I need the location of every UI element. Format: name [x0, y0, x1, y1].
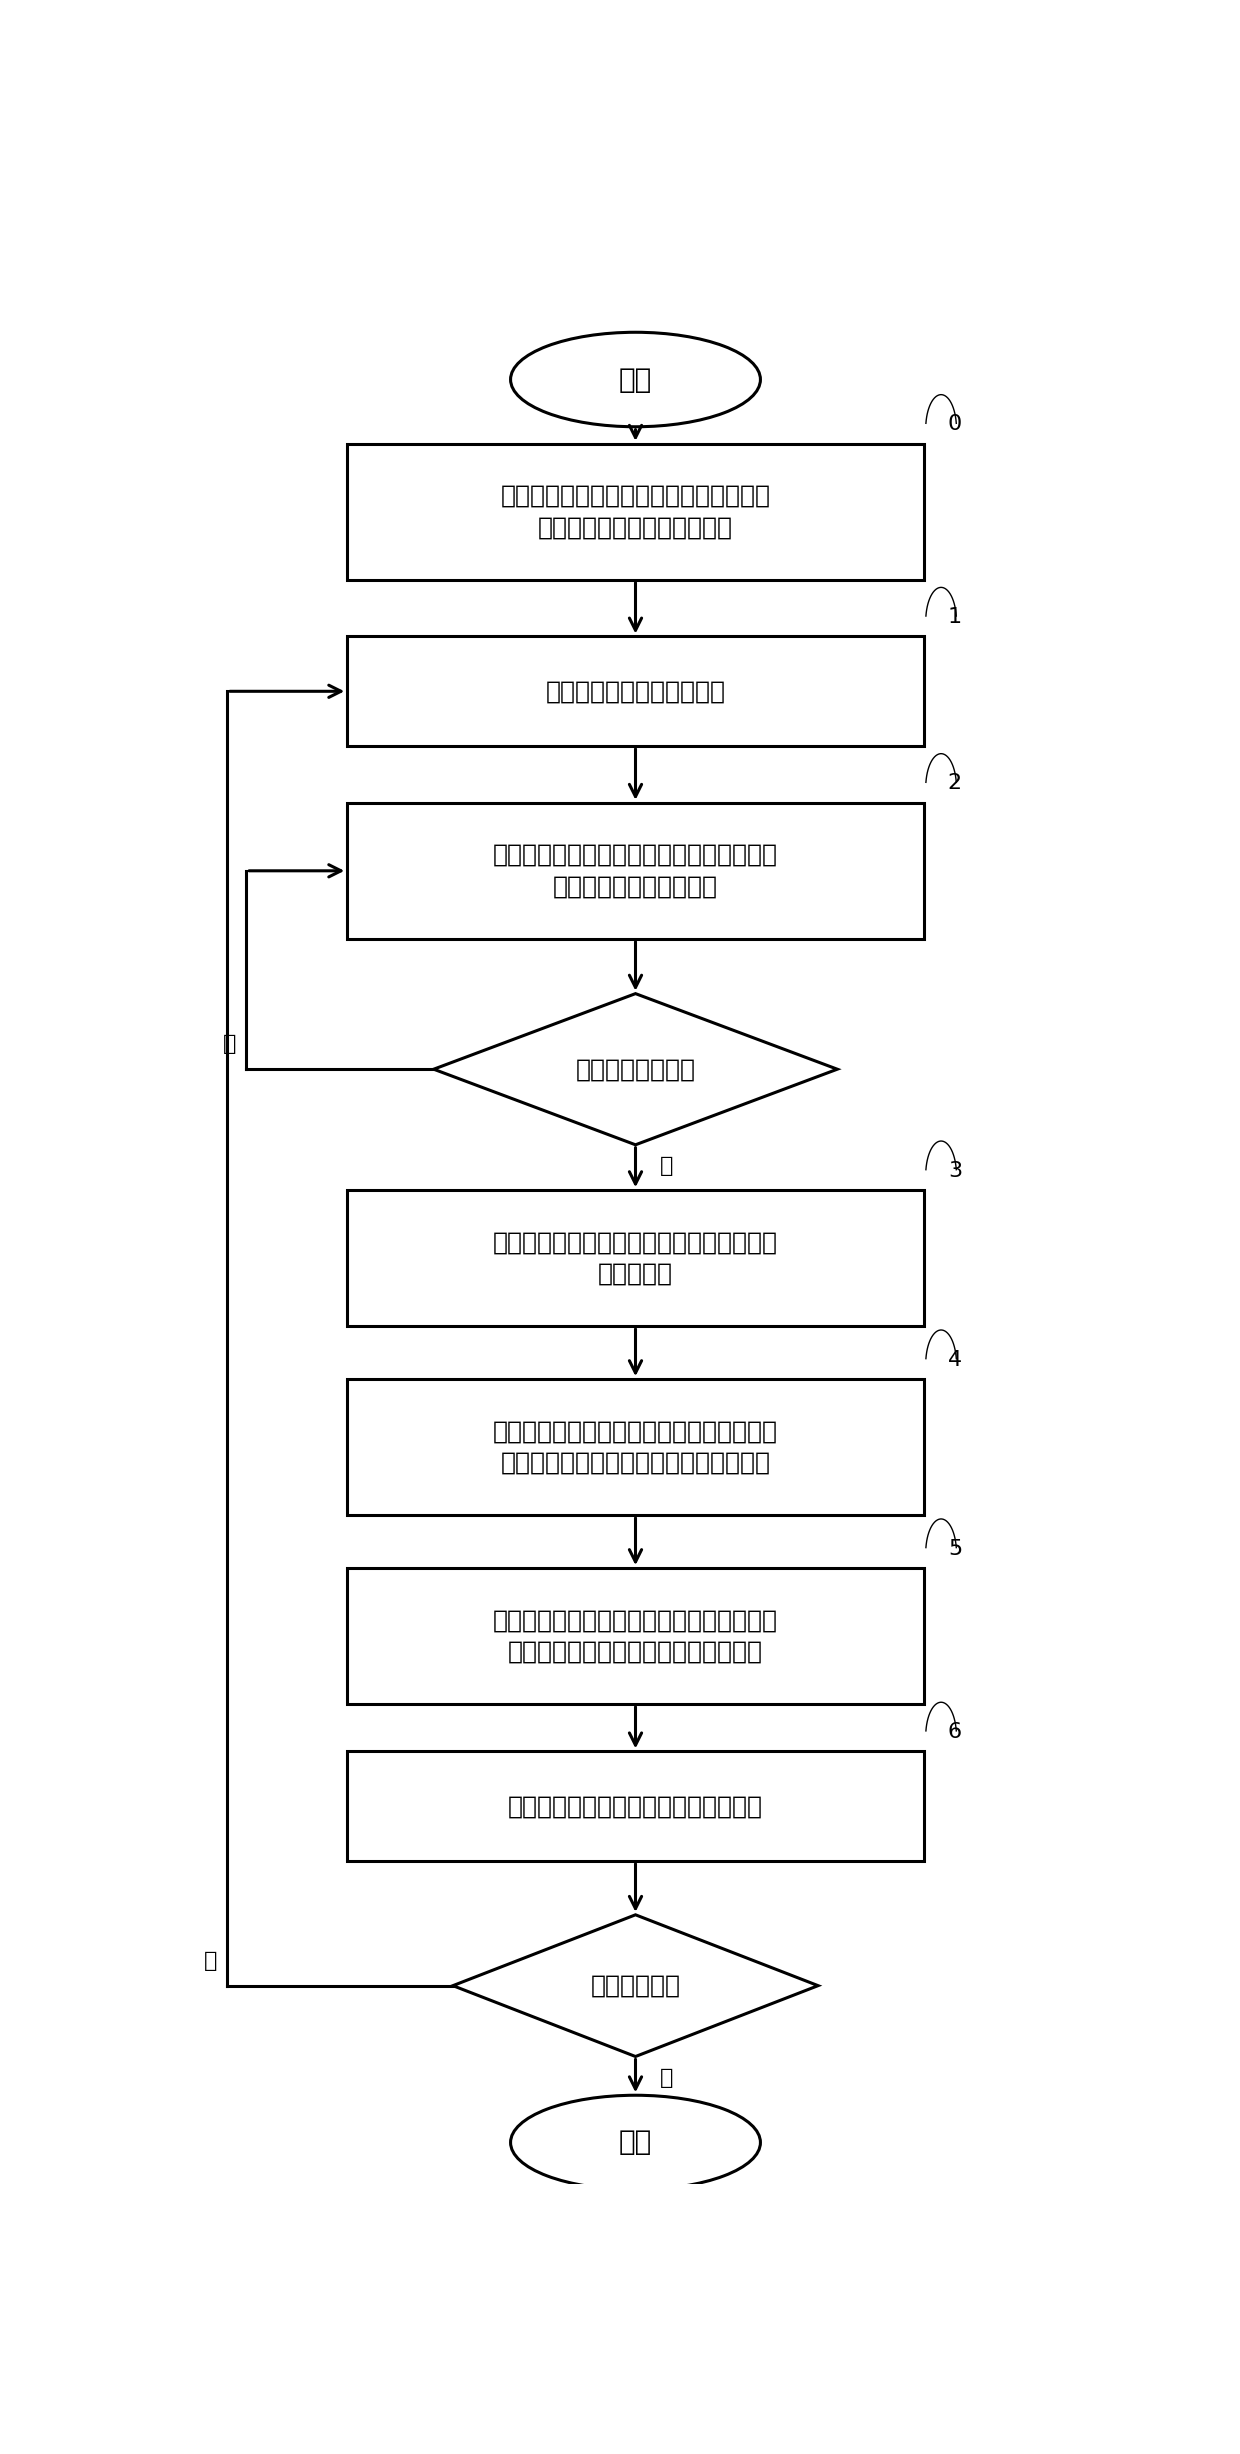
Text: 使用调整后的控制参数控制挖泥船疏浚: 使用调整后的控制参数控制挖泥船疏浚 [508, 1794, 763, 1818]
Text: 疏浚完成否？: 疏浚完成否？ [590, 1973, 681, 1998]
Text: 是: 是 [660, 1156, 673, 1175]
Text: 开始: 开始 [619, 366, 652, 393]
Text: 是: 是 [660, 2069, 673, 2088]
Polygon shape [434, 994, 837, 1146]
Bar [347, 802, 924, 940]
Text: 4: 4 [947, 1350, 962, 1369]
Bar [347, 636, 924, 746]
Text: 满足误差要求否？: 满足误差要求否？ [575, 1058, 696, 1082]
Text: 3: 3 [947, 1161, 962, 1180]
Bar [347, 1752, 924, 1860]
Text: 否: 否 [223, 1033, 237, 1055]
Text: 根据所述未受扰动沉降速度计算出所述土壤
的颗粒直径: 根据所述未受扰动沉降速度计算出所述土壤 的颗粒直径 [494, 1229, 777, 1286]
Bar [347, 1568, 924, 1703]
Text: 根据所述土壤类型调整包含泥泵转速、航速
、耀头对地角度在内的控制参数的设置: 根据所述土壤类型调整包含泥泵转速、航速 、耀头对地角度在内的控制参数的设置 [494, 1607, 777, 1664]
Text: 2: 2 [947, 773, 962, 793]
Text: 6: 6 [947, 1723, 962, 1742]
Bar [347, 1190, 924, 1325]
Text: 结束: 结束 [619, 2128, 652, 2157]
Text: 根据所述疏浚数据和泥舱模型，计算疏浚的
土壤的未受扰动沉降速度: 根据所述疏浚数据和泥舱模型，计算疏浚的 土壤的未受扰动沉降速度 [494, 844, 777, 898]
Bar [347, 1379, 924, 1514]
Text: 否: 否 [205, 1951, 217, 1971]
Text: 1: 1 [947, 606, 962, 628]
Bar [347, 444, 924, 579]
Text: 实时采集挖泥船的疏浚数据: 实时采集挖泥船的疏浚数据 [546, 680, 725, 704]
Text: 0: 0 [947, 415, 962, 434]
Ellipse shape [511, 2096, 760, 2189]
Text: 5: 5 [947, 1539, 962, 1558]
Polygon shape [453, 1914, 818, 2056]
Text: 结合已知的不同土壤类型粒径分布范围和所
述土壤的颗粒直径，确定所述土壤的类型: 结合已知的不同土壤类型粒径分布范围和所 述土壤的颗粒直径，确定所述土壤的类型 [494, 1418, 777, 1475]
Ellipse shape [511, 331, 760, 427]
Text: 在预先设置的挖泥船初始控制参数的控制
下，挖泥船开始进行疏浚作业: 在预先设置的挖泥船初始控制参数的控制 下，挖泥船开始进行疏浚作业 [501, 483, 770, 540]
